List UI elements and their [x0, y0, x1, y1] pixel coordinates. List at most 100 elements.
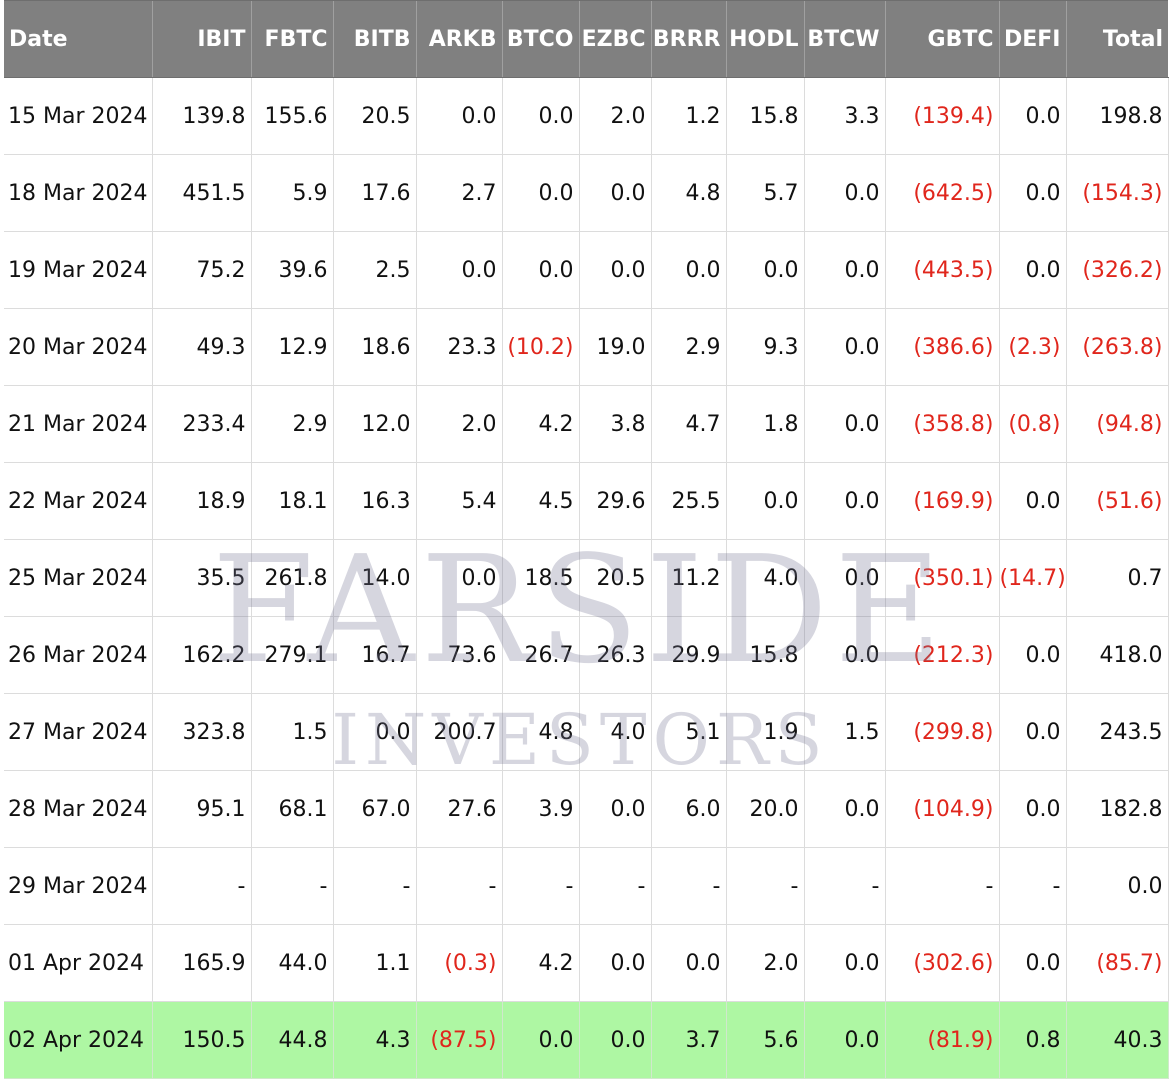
flow-cell-arkb: -: [415, 847, 503, 925]
flow-cell-btcw: -: [803, 847, 886, 925]
flow-cell-fbtc: 44.0: [250, 924, 334, 1002]
flow-cell-arkb: (0.3): [415, 924, 503, 1002]
flow-cell-arkb: 0.0: [415, 231, 503, 309]
flow-cell-bitb: 17.6: [332, 154, 417, 232]
flow-cell-brrr: 29.9: [650, 616, 727, 694]
row-date-cell: 25 Mar 2024: [4, 539, 153, 617]
flow-cell-ibit: 323.8: [151, 693, 252, 771]
flow-cell-ibit: 451.5: [151, 154, 252, 232]
flow-cell-defi: (0.8): [998, 385, 1067, 463]
flow-cell-ibit: 95.1: [151, 770, 252, 848]
flow-cell-bitb: 20.5: [332, 77, 417, 155]
row-date-cell: 26 Mar 2024: [4, 616, 153, 694]
flow-cell-defi: 0.0: [998, 616, 1067, 694]
flow-cell-btco: 0.0: [501, 231, 580, 309]
flow-cell-ibit: 18.9: [151, 462, 252, 540]
table-row: 01 Apr 2024 165.9 44.0 1.1 (0.3) 4.2 0.0 0.0 2.0…: [4, 924, 1169, 1002]
row-date-cell: 15 Mar 2024: [4, 77, 153, 155]
flow-cell-brrr: 2.9: [650, 308, 727, 386]
row-date-cell: 20 Mar 2024: [4, 308, 153, 386]
flow-cell-ibit: 35.5: [151, 539, 252, 617]
flow-cell-btcw: 0.0: [803, 924, 886, 1002]
flow-cell-hodl: 4.0: [725, 539, 805, 617]
flow-cell-defi: -: [998, 847, 1067, 925]
flow-cell-ibit: 139.8: [151, 77, 252, 155]
flow-cell-ezbc: 26.3: [578, 616, 652, 694]
flow-cell-brrr: 0.0: [650, 231, 727, 309]
flow-cell-fbtc: 2.9: [250, 385, 334, 463]
flow-cell-btcw: 0.0: [803, 1001, 886, 1079]
header-row: Date IBIT FBTC BITB ARKB BTCO EZBC BRRR …: [4, 0, 1168, 78]
flow-cell-total: 182.8: [1065, 770, 1169, 848]
flow-cell-hodl: 20.0: [725, 770, 805, 848]
flow-cell-gbtc: (358.8): [884, 385, 1000, 463]
col-header-hodl: HODL: [725, 0, 804, 78]
flow-cell-fbtc: 155.6: [250, 77, 334, 155]
flow-cell-hodl: 15.8: [725, 77, 805, 155]
flow-cell-fbtc: 1.5: [250, 693, 334, 771]
flow-cell-btco: 4.8: [501, 693, 580, 771]
col-header-brrr: BRRR: [650, 0, 726, 78]
flow-cell-defi: (14.7): [998, 539, 1067, 617]
flow-cell-gbtc: (350.1): [884, 539, 1000, 617]
flow-cell-btcw: 0.0: [803, 231, 886, 309]
table-row: 26 Mar 2024 162.2 279.1 16.7 73.6 26.7 26.3 29.…: [4, 616, 1169, 694]
flow-cell-fbtc: 279.1: [250, 616, 334, 694]
flow-cell-arkb: 0.0: [415, 539, 503, 617]
flow-cell-fbtc: 44.8: [250, 1001, 334, 1079]
flow-cell-hodl: 1.9: [725, 693, 805, 771]
flow-cell-btcw: 0.0: [803, 539, 886, 617]
flow-cell-btco: 4.2: [501, 924, 580, 1002]
flow-cell-bitb: 67.0: [332, 770, 417, 848]
flow-cell-ibit: 75.2: [151, 231, 252, 309]
flow-cell-bitb: 4.3: [332, 1001, 417, 1079]
table-row: 27 Mar 2024 323.8 1.5 0.0 200.7 4.8 4.0 5.1 1.9 1…: [4, 693, 1169, 771]
flow-cell-gbtc: (302.6): [884, 924, 1000, 1002]
flow-cell-brrr: 6.0: [650, 770, 727, 848]
col-header-btcw: BTCW: [803, 0, 885, 78]
flow-cell-gbtc: (386.6): [884, 308, 1000, 386]
flow-cell-hodl: 9.3: [725, 308, 805, 386]
flow-cell-brrr: 1.2: [650, 77, 727, 155]
flow-cell-ezbc: 0.0: [578, 924, 652, 1002]
flow-cell-btco: -: [501, 847, 580, 925]
flow-cell-arkb: 23.3: [415, 308, 503, 386]
row-date-cell: 19 Mar 2024: [4, 231, 153, 309]
flow-cell-defi: 0.8: [998, 1001, 1067, 1079]
col-header-date: Date: [4, 0, 152, 78]
flow-cell-btco: 0.0: [501, 154, 580, 232]
row-date-cell: 28 Mar 2024: [4, 770, 153, 848]
flow-cell-arkb: 5.4: [415, 462, 503, 540]
flow-cell-ezbc: 0.0: [578, 770, 652, 848]
flow-cell-arkb: 73.6: [415, 616, 503, 694]
flow-cell-btcw: 1.5: [803, 693, 886, 771]
flow-cell-defi: (2.3): [998, 308, 1067, 386]
col-header-total: Total: [1065, 0, 1168, 78]
table-row: 28 Mar 2024 95.1 68.1 67.0 27.6 3.9 0.0 6.0 20.0…: [4, 770, 1169, 848]
col-header-gbtc: GBTC: [884, 0, 999, 78]
flow-cell-ezbc: 19.0: [578, 308, 652, 386]
flow-cell-total: 0.0: [1065, 847, 1169, 925]
flow-cell-ezbc: 20.5: [578, 539, 652, 617]
flow-cell-defi: 0.0: [998, 77, 1067, 155]
flow-cell-hodl: 5.7: [725, 154, 805, 232]
flow-cell-gbtc: (169.9): [884, 462, 1000, 540]
flow-cell-defi: 0.0: [998, 770, 1067, 848]
flow-cell-gbtc: (212.3): [884, 616, 1000, 694]
table-row: 25 Mar 2024 35.5 261.8 14.0 0.0 18.5 20.5 11.2 4…: [4, 539, 1169, 617]
flow-cell-fbtc: 39.6: [250, 231, 334, 309]
flow-cell-ezbc: 2.0: [578, 77, 652, 155]
flow-cell-hodl: 5.6: [725, 1001, 805, 1079]
flow-cell-brrr: -: [650, 847, 727, 925]
flow-cell-gbtc: (139.4): [884, 77, 1000, 155]
flow-cell-ezbc: 0.0: [578, 154, 652, 232]
flow-cell-fbtc: -: [250, 847, 334, 925]
col-header-arkb: ARKB: [415, 0, 502, 78]
flow-cell-ibit: 162.2: [151, 616, 252, 694]
table-row: 22 Mar 2024 18.9 18.1 16.3 5.4 4.5 29.6 25.5 0.0…: [4, 462, 1169, 540]
flow-cell-gbtc: (299.8): [884, 693, 1000, 771]
table-row: 15 Mar 2024 139.8 155.6 20.5 0.0 0.0 2.0 1.2 15.…: [4, 77, 1169, 155]
flow-cell-arkb: 200.7: [415, 693, 503, 771]
flow-cell-hodl: 0.0: [725, 462, 805, 540]
flow-cell-ezbc: 0.0: [578, 231, 652, 309]
